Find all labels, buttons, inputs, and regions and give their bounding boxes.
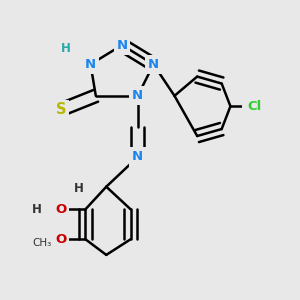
Text: CH₃: CH₃ bbox=[32, 238, 51, 248]
Text: N: N bbox=[148, 58, 159, 71]
FancyBboxPatch shape bbox=[242, 97, 268, 116]
FancyBboxPatch shape bbox=[28, 200, 45, 219]
Text: N: N bbox=[132, 151, 143, 164]
Text: O: O bbox=[55, 203, 67, 216]
Text: N: N bbox=[116, 39, 128, 52]
FancyBboxPatch shape bbox=[58, 39, 74, 58]
FancyBboxPatch shape bbox=[145, 55, 162, 74]
FancyBboxPatch shape bbox=[52, 200, 69, 219]
Text: N: N bbox=[85, 58, 96, 71]
FancyBboxPatch shape bbox=[82, 55, 99, 74]
FancyBboxPatch shape bbox=[129, 86, 146, 105]
Text: H: H bbox=[61, 42, 71, 55]
Text: H: H bbox=[74, 182, 83, 195]
Text: N: N bbox=[132, 89, 143, 102]
FancyBboxPatch shape bbox=[70, 179, 87, 198]
FancyBboxPatch shape bbox=[52, 230, 69, 249]
Text: S: S bbox=[56, 102, 66, 117]
FancyBboxPatch shape bbox=[114, 35, 130, 55]
Text: O: O bbox=[55, 233, 67, 246]
FancyBboxPatch shape bbox=[129, 147, 146, 167]
FancyBboxPatch shape bbox=[52, 100, 69, 119]
Text: H: H bbox=[32, 203, 41, 216]
Text: Cl: Cl bbox=[248, 100, 262, 113]
